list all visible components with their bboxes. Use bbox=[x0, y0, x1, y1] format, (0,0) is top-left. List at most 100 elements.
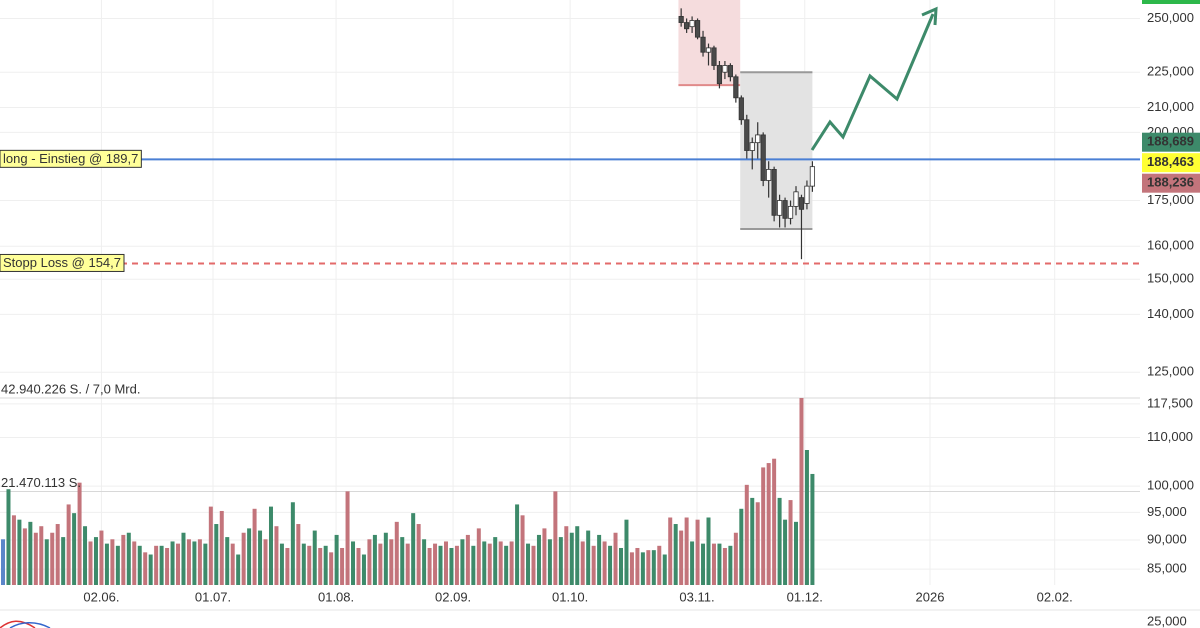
volume-bar bbox=[351, 541, 356, 585]
volume-bar bbox=[651, 550, 656, 585]
y-tick-label: 225,000 bbox=[1147, 64, 1194, 79]
volume-bar bbox=[717, 543, 722, 585]
price-badge bbox=[1142, 132, 1200, 152]
volume-bar bbox=[203, 543, 208, 585]
x-tick-label: 01.08. bbox=[318, 589, 354, 604]
volume-bar bbox=[345, 491, 350, 585]
candle-body bbox=[705, 47, 712, 53]
volume-bar bbox=[515, 504, 520, 585]
volume-bar bbox=[553, 491, 558, 585]
candle-body bbox=[738, 97, 744, 121]
volume-bar bbox=[542, 528, 547, 585]
volume-bar bbox=[799, 398, 804, 585]
price-badge-label: 188,463 bbox=[1147, 154, 1194, 169]
candle-body bbox=[787, 205, 794, 219]
volume-bar bbox=[750, 497, 755, 585]
volume-bar bbox=[93, 537, 98, 585]
volume-bar bbox=[580, 541, 585, 585]
y-tick-label: 250,000 bbox=[1147, 10, 1194, 25]
volume-bar bbox=[356, 547, 361, 585]
candle-body bbox=[760, 134, 766, 181]
volume-bar bbox=[684, 517, 689, 585]
volume-bar bbox=[547, 539, 552, 585]
volume-bar bbox=[61, 537, 66, 585]
volume-bar bbox=[17, 519, 22, 585]
price-badge-label: 188,689 bbox=[1147, 134, 1194, 149]
volume-bar bbox=[44, 539, 49, 585]
volume-bar bbox=[225, 537, 230, 585]
candle-body bbox=[711, 47, 717, 66]
volume-bar bbox=[788, 500, 793, 585]
volume-bar bbox=[99, 530, 104, 585]
volume-bar bbox=[274, 526, 279, 585]
candle-body bbox=[733, 76, 739, 99]
volume-bar bbox=[722, 547, 727, 585]
price-badge bbox=[1142, 173, 1200, 193]
volume-bar bbox=[520, 515, 525, 585]
volume-bar bbox=[433, 543, 438, 585]
candle-body bbox=[678, 16, 684, 23]
volume-bar bbox=[329, 552, 334, 585]
volume-bar bbox=[695, 519, 700, 585]
level-label: long - Einstieg @ 189,7 bbox=[3, 151, 138, 166]
volume-bar bbox=[810, 473, 815, 585]
volume-bar bbox=[427, 547, 432, 585]
volume-bar bbox=[487, 543, 492, 585]
x-tick-label: 01.07. bbox=[195, 589, 231, 604]
volume-bar bbox=[629, 552, 634, 585]
volume-bar bbox=[296, 524, 301, 585]
volume-bar bbox=[208, 506, 213, 585]
volume-bar bbox=[679, 530, 684, 585]
x-tick-label: 01.12. bbox=[787, 589, 823, 604]
volume-bar bbox=[602, 541, 607, 585]
volume-bar bbox=[772, 458, 777, 585]
level-label: Stopp Loss @ 154,7 bbox=[3, 255, 121, 270]
candle-body bbox=[749, 142, 755, 151]
volume-bar bbox=[706, 517, 711, 585]
volume-bar bbox=[558, 537, 563, 585]
volume-bar bbox=[6, 489, 11, 585]
candle-body bbox=[776, 200, 783, 216]
volume-bar bbox=[247, 528, 252, 585]
volume-bar bbox=[268, 506, 273, 585]
volume-bar bbox=[597, 534, 602, 585]
candle-body bbox=[684, 22, 690, 30]
volume-bar bbox=[258, 530, 263, 585]
volume-bar bbox=[165, 547, 170, 585]
candle-body bbox=[793, 191, 799, 207]
volume-bar bbox=[438, 545, 443, 585]
x-tick-label: 01.10. bbox=[552, 589, 588, 604]
volume-bar bbox=[148, 554, 153, 585]
volume-bar bbox=[110, 539, 115, 585]
volume-bar bbox=[33, 532, 38, 585]
candle-body bbox=[694, 20, 701, 38]
y-tick-label: 160,000 bbox=[1147, 238, 1194, 253]
volume-bar bbox=[372, 534, 377, 585]
volume-bar bbox=[744, 484, 749, 585]
projection-arrow bbox=[810, 13, 935, 151]
volume-bar bbox=[104, 543, 109, 585]
candle-body bbox=[689, 20, 695, 28]
candle-body bbox=[755, 134, 761, 144]
x-tick-label: 2026 bbox=[916, 589, 945, 604]
volume-bar bbox=[536, 534, 541, 585]
volume-bar bbox=[471, 545, 476, 585]
y-tick-label: 100,000 bbox=[1147, 478, 1194, 493]
volume-bar bbox=[176, 543, 181, 585]
volume-bar bbox=[394, 521, 399, 585]
volume-bar bbox=[181, 532, 186, 585]
indicator-line bbox=[0, 620, 36, 628]
volume-bar bbox=[575, 526, 580, 585]
volume-bar bbox=[312, 530, 317, 585]
volume-bar bbox=[400, 537, 405, 585]
volume-bar bbox=[50, 532, 55, 585]
volume-bar bbox=[11, 515, 16, 585]
volume-bar bbox=[115, 545, 120, 585]
price-badge-label: 188,236 bbox=[1147, 175, 1194, 190]
candle-body bbox=[716, 65, 723, 85]
volume-bar bbox=[618, 547, 623, 585]
volume-bar bbox=[569, 532, 574, 585]
volume-bar bbox=[263, 539, 268, 585]
volume-bar bbox=[416, 524, 421, 585]
volume-bar bbox=[564, 526, 569, 585]
